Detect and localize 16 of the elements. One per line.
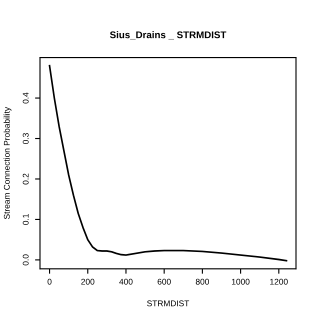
y-tick-label: 0.1 bbox=[22, 214, 29, 225]
x-tick-label: 200 bbox=[81, 278, 94, 285]
x-tick-label: 1000 bbox=[232, 278, 250, 285]
y-tick-label: 0.4 bbox=[22, 92, 29, 104]
x-tick-label: 800 bbox=[196, 278, 210, 285]
line-series bbox=[48, 64, 288, 262]
chart-title: Sius_Drains _ STRMDIST bbox=[110, 31, 226, 40]
x-tick-label: 0 bbox=[48, 278, 52, 285]
x-tick-label: 400 bbox=[119, 278, 133, 285]
x-tick-label: 1200 bbox=[270, 278, 288, 285]
x-axis-title: STRMDIST bbox=[147, 300, 190, 306]
y-axis-title: Stream Connection Probability bbox=[4, 106, 12, 220]
y-tick-label: 0.2 bbox=[22, 174, 29, 184]
x-tick-label: 600 bbox=[158, 278, 171, 285]
y-tick-label: 0.3 bbox=[22, 133, 29, 144]
y-tick-label: 0.0 bbox=[22, 254, 29, 266]
